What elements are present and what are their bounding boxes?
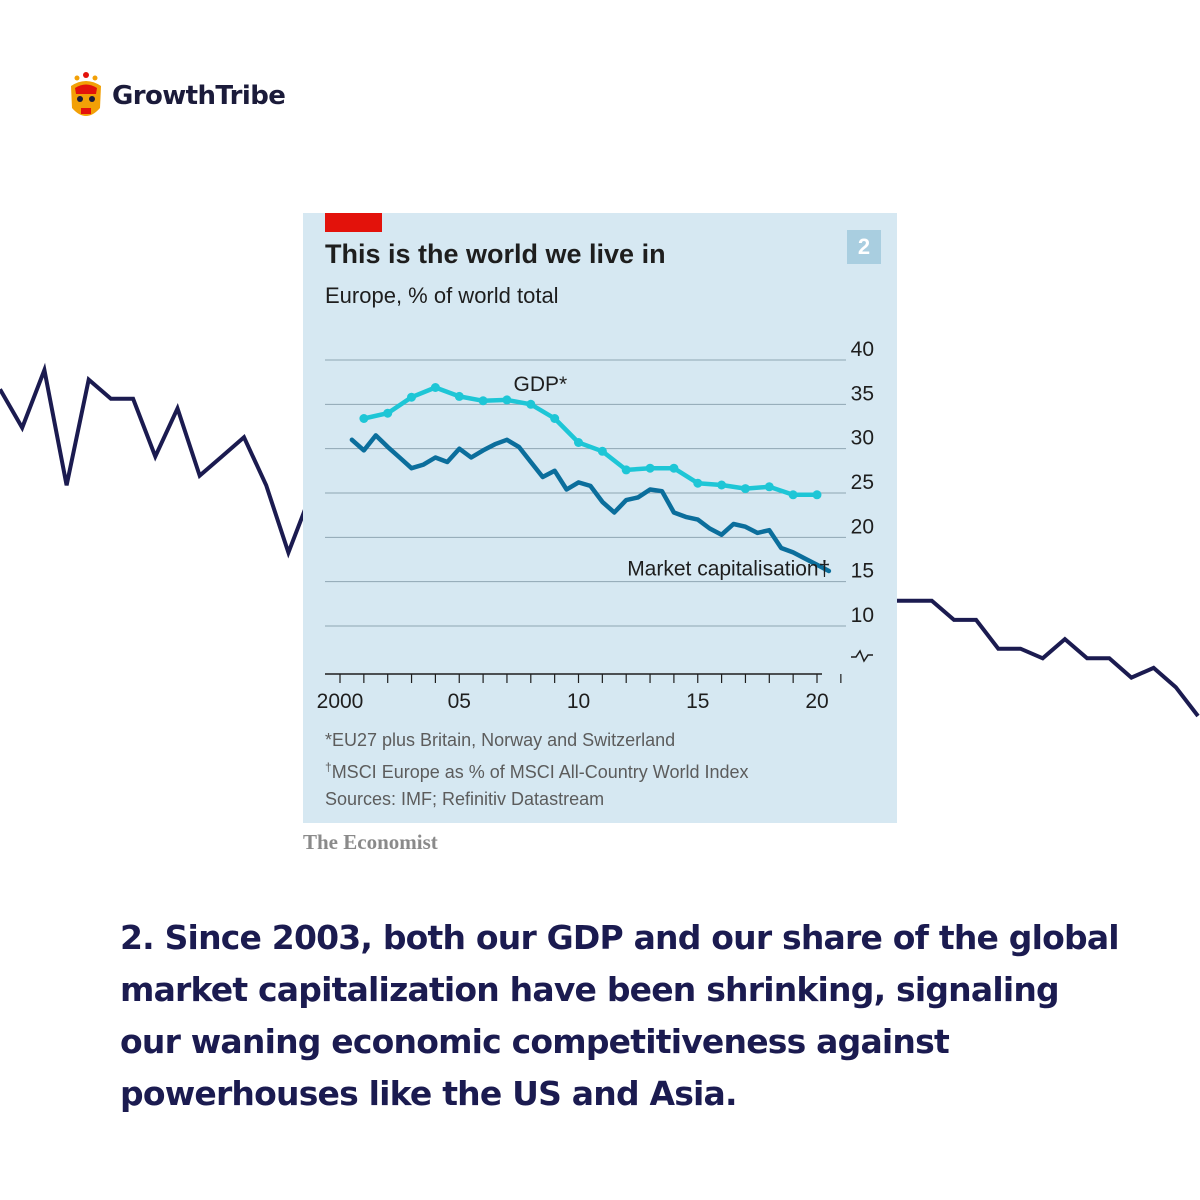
gdp-point (812, 490, 822, 500)
chart-title: This is the world we live in (325, 239, 666, 269)
x-tick-label: 15 (686, 690, 709, 713)
chart-panel: 2 This is the world we live in Europe, %… (303, 213, 897, 823)
gdp-series-label: GDP* (513, 373, 567, 396)
gdp-point (645, 463, 655, 473)
gdp-point (740, 484, 750, 494)
gdp-point (597, 446, 607, 456)
gdp-point (383, 408, 393, 418)
gdp-point (454, 391, 464, 401)
gdp-point (788, 490, 798, 500)
gdp-point (621, 465, 631, 475)
gdp-point (764, 482, 774, 492)
chart-sources: Sources: IMF; Refinitiv Datastream (325, 789, 605, 809)
gdp-point (574, 438, 583, 447)
market-cap-series-label: Market capitalisation† (627, 557, 830, 580)
brand-name: GrowthTribe (112, 81, 286, 111)
footnote-market-cap-text: MSCI Europe as % of MSCI All-Country Wor… (331, 762, 749, 782)
gdp-point (430, 383, 440, 392)
y-tick-label: 30 (851, 427, 874, 450)
gdp-point (502, 395, 512, 405)
x-tick-label: 10 (567, 690, 590, 713)
x-tick-label: 05 (448, 690, 471, 713)
chart-notes: *EU27 plus Britain, Norway and Switzerla… (325, 727, 749, 813)
x-tick-label: 20 (805, 690, 828, 713)
axis-break-marker (851, 649, 873, 663)
y-tick-label: 35 (851, 382, 874, 405)
y-tick-label: 25 (851, 471, 874, 494)
gdp-point (693, 478, 703, 488)
gdp-line (361, 385, 820, 498)
economist-red-tab (325, 213, 382, 232)
gdp-point (717, 480, 727, 490)
y-tick-label: 20 (851, 515, 874, 538)
y-tick-label: 15 (851, 560, 874, 583)
chart-subtitle: Europe, % of world total (325, 283, 559, 308)
line-chart: 40 35 30 25 20 15 10 2000 05 10 15 20 GDP* Market cap… (317, 338, 874, 713)
x-tick-label: 2000 (317, 690, 364, 713)
y-tick-label: 40 (851, 338, 874, 361)
gdp-point (407, 392, 416, 402)
y-tick-label: 10 (851, 604, 874, 627)
market-cap-line (349, 433, 832, 574)
tribal-mask-icon (71, 72, 101, 116)
caption-text: 2. Since 2003, both our GDP and our shar… (120, 918, 1120, 1113)
dagger-mark: † (325, 760, 332, 774)
brand-logo: GrowthTribe (66, 68, 286, 124)
gdp-point (526, 399, 536, 409)
gdp-point (359, 414, 369, 423)
gdp-point (550, 414, 560, 423)
gdp-point (478, 396, 488, 406)
chart-number-badge: 2 (847, 230, 881, 264)
gdp-point (669, 463, 679, 473)
footnote-market-cap: †MSCI Europe as % of MSCI All-Country Wo… (325, 754, 749, 786)
source-credit: The Economist (303, 830, 438, 854)
footnote-gdp: *EU27 plus Britain, Norway and Switzerla… (325, 730, 676, 750)
